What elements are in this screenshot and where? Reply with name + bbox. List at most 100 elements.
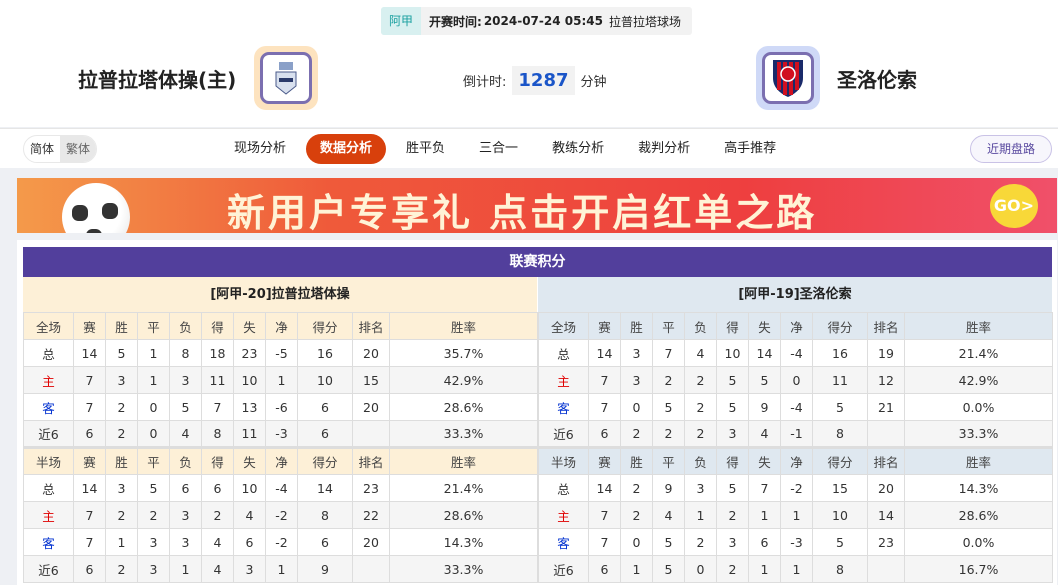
- cell: 胜率: [904, 312, 1053, 340]
- cell: 主: [23, 501, 74, 529]
- cell: 14: [297, 474, 353, 502]
- table-row: 近6 6 2 0 4 8 11 -3 6 33.3%: [23, 420, 538, 448]
- cell: 失: [233, 446, 266, 475]
- cell: 2: [201, 501, 234, 529]
- cell: 33.3%: [389, 555, 538, 583]
- cell: 2: [105, 420, 138, 448]
- cell: 总: [23, 339, 74, 367]
- cell: -2: [265, 501, 298, 529]
- cell: 平: [652, 446, 685, 475]
- cell: 5: [652, 393, 685, 421]
- tab-6[interactable]: 高手推荐: [724, 141, 777, 156]
- cell: 2: [652, 420, 685, 448]
- kickoff-label: 开赛时间:: [429, 14, 482, 29]
- recent-handicap-button[interactable]: 近期盘路: [970, 135, 1052, 163]
- column-header-row: 半场赛胜平负得失净得分 排名 胜率: [538, 446, 1053, 475]
- home-team-logo[interactable]: [254, 46, 318, 110]
- home-team-name[interactable]: 拉普拉塔体操(主): [78, 68, 237, 92]
- cell: [352, 555, 390, 583]
- cell: 11: [201, 366, 234, 394]
- tab-4[interactable]: 教练分析: [552, 141, 605, 156]
- away-team-logo[interactable]: [756, 46, 820, 110]
- cell: 3: [169, 528, 202, 556]
- cell: 2: [684, 420, 717, 448]
- cell: 5: [716, 393, 749, 421]
- cell: 负: [684, 446, 717, 475]
- cell: 0: [620, 393, 653, 421]
- cell: 得分: [297, 446, 353, 475]
- cell: 6: [73, 555, 106, 583]
- cell: 赛: [73, 446, 106, 475]
- banner-text: 新用户专享礼 点击开启红单之路: [227, 191, 818, 233]
- table-row: 总 14 5 1 8 18 23 -5 16 20 35.7%: [23, 339, 538, 367]
- cell: 19: [867, 339, 905, 367]
- table-row: 客 7 1 3 3 4 6 -2 6 20 14.3%: [23, 528, 538, 556]
- tab-1[interactable]: 数据分析: [306, 134, 387, 164]
- cell: 7: [588, 501, 621, 529]
- cell: 9: [297, 555, 353, 583]
- cell: -1: [780, 420, 813, 448]
- cell: 1: [265, 555, 298, 583]
- cell: 11: [812, 366, 868, 394]
- cell: 14: [73, 474, 106, 502]
- table-row: 主 7 3 2 2 5 5 0 11 12 42.9%: [538, 366, 1053, 394]
- cell: 排名: [352, 446, 390, 475]
- tab-2[interactable]: 胜平负: [406, 141, 446, 156]
- tab-5[interactable]: 裁判分析: [638, 141, 691, 156]
- cell: 5: [137, 474, 170, 502]
- cell: 2: [652, 366, 685, 394]
- cell: 胜率: [389, 446, 538, 475]
- cell: 主: [538, 501, 589, 529]
- league-badge[interactable]: 阿甲: [381, 7, 422, 35]
- cell: 1: [137, 366, 170, 394]
- cell: -3: [780, 528, 813, 556]
- cell: 2: [684, 393, 717, 421]
- cell: 10: [297, 366, 353, 394]
- cell: 3: [169, 366, 202, 394]
- cell: 得分: [297, 312, 353, 340]
- cell: 6: [297, 420, 353, 448]
- cell: 半场: [538, 446, 589, 475]
- cell: 得分: [812, 446, 868, 475]
- language-toggle: 简体 繁体: [23, 135, 98, 163]
- cell: 3: [137, 528, 170, 556]
- cell: 赛: [588, 446, 621, 475]
- simplified-button[interactable]: 简体: [30, 142, 55, 156]
- table-row: 客 7 0 5 2 5 9 -4 5 21 0.0%: [538, 393, 1053, 421]
- cell: 7: [73, 528, 106, 556]
- cell: 16: [297, 339, 353, 367]
- cell: 14.3%: [904, 474, 1053, 502]
- promo-banner[interactable]: 新用户专享礼 点击开启红单之路 GO>: [17, 178, 1057, 233]
- cell: 23: [352, 474, 390, 502]
- cell: 1: [748, 555, 781, 583]
- cell: 28.6%: [389, 393, 538, 421]
- cell: 1: [137, 339, 170, 367]
- go-button[interactable]: GO>: [990, 184, 1038, 228]
- tab-3[interactable]: 三合一: [479, 141, 519, 156]
- tab-0[interactable]: 现场分析: [234, 141, 287, 156]
- cell: 18: [201, 339, 234, 367]
- cell: 5: [716, 366, 749, 394]
- cell: 得分: [812, 312, 868, 340]
- traditional-button[interactable]: 繁体: [60, 136, 97, 162]
- away-team-name[interactable]: 圣洛伦索: [837, 68, 917, 92]
- cell: 赛: [588, 312, 621, 340]
- cell: 2: [105, 501, 138, 529]
- cell: 近6: [538, 555, 589, 583]
- cell: 胜: [105, 312, 138, 340]
- cell: 胜: [620, 446, 653, 475]
- cell: 28.6%: [389, 501, 538, 529]
- cell: 7: [652, 339, 685, 367]
- cell: -5: [265, 339, 298, 367]
- cell: 2: [684, 528, 717, 556]
- table-row: 总 14 3 5 6 6 10 -4 14 23 21.4%: [23, 474, 538, 502]
- countdown-value: 1287: [512, 66, 575, 95]
- cell: 3: [105, 474, 138, 502]
- cell: 客: [23, 393, 74, 421]
- cell: 6: [588, 420, 621, 448]
- cell: 近6: [23, 555, 74, 583]
- cell: -4: [265, 474, 298, 502]
- cell: 主: [23, 366, 74, 394]
- cell: 14: [588, 474, 621, 502]
- nav-bar: 简体 繁体 现场分析 数据分析 胜平负 三合一 教练分析 裁判分析 高手推荐 近期盘路: [0, 128, 1058, 168]
